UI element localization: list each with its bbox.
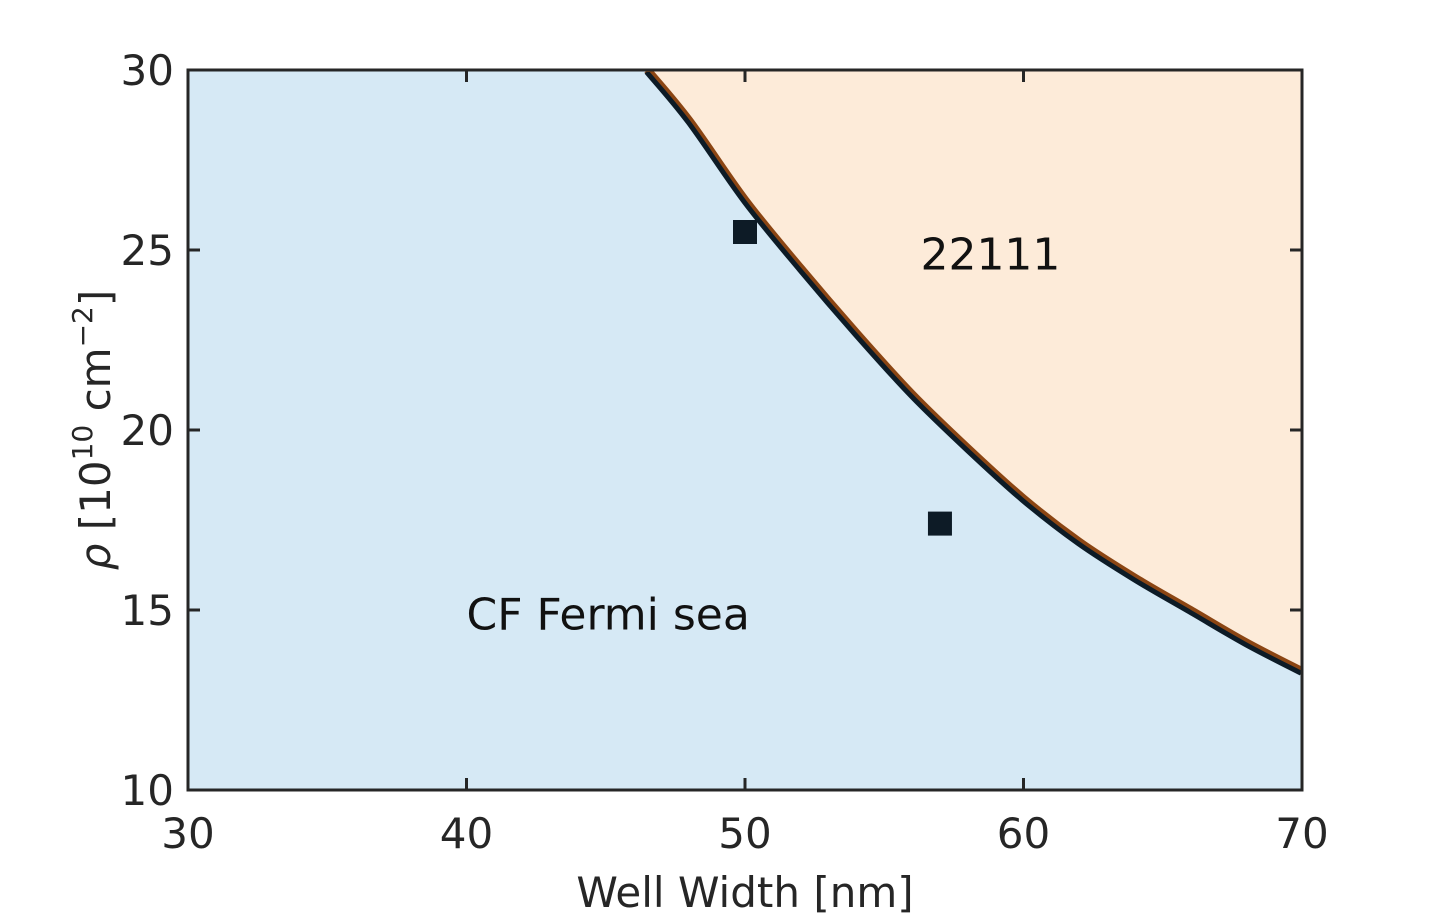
y-axis-symbol: ρ xyxy=(71,543,120,570)
y-axis-ticks: 10 15 20 25 30 xyxy=(121,46,1302,815)
x-tick-label-50: 50 xyxy=(718,809,771,858)
y-tick-label-20: 20 xyxy=(121,406,174,455)
region-label-cf-fermi-sea: CF Fermi sea xyxy=(467,590,750,641)
x-tick-label-70: 70 xyxy=(1275,809,1328,858)
x-axis-label: Well Width [nm] xyxy=(576,868,913,917)
x-tick-label-40: 40 xyxy=(440,809,493,858)
phase-boundary-line xyxy=(644,72,1301,676)
x-axis-ticks: 30 40 50 60 70 xyxy=(161,70,1329,858)
y-axis-unit-mid: cm xyxy=(71,347,120,424)
x-tick-label-60: 60 xyxy=(997,809,1050,858)
y-tick-label-30: 30 xyxy=(121,46,174,95)
data-point-1 xyxy=(733,220,757,244)
y-tick-label-10: 10 xyxy=(121,766,174,815)
data-point-2 xyxy=(927,511,952,536)
region-label-22111: 22111 xyxy=(920,230,1060,281)
region-22111 xyxy=(647,70,1302,672)
y-tick-label-25: 25 xyxy=(121,226,174,275)
plot-area: CF Fermi sea 22111 xyxy=(186,68,1304,792)
y-axis-unit-base: [10 xyxy=(71,460,120,543)
y-axis-label: ρ [1010 cm−2] xyxy=(66,290,120,571)
y-axis-unit-exponent: 10 xyxy=(66,425,99,461)
y-tick-label-15: 15 xyxy=(121,586,174,635)
x-tick-label-30: 30 xyxy=(161,809,214,858)
y-axis-unit-end: ] xyxy=(71,290,120,306)
y-axis-unit-exponent-2: −2 xyxy=(66,306,99,347)
